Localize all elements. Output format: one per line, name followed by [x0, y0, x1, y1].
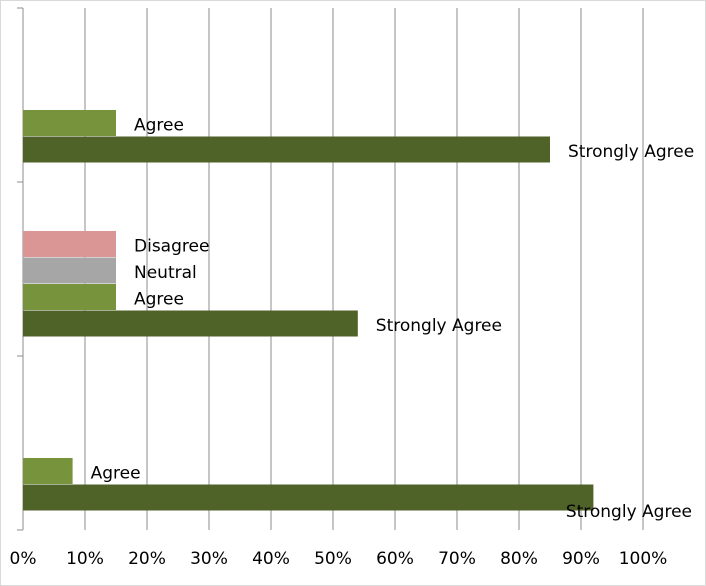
- bar: [23, 110, 116, 136]
- bar: [23, 231, 116, 257]
- bar: [23, 310, 358, 337]
- x-tick-label: 20%: [128, 549, 166, 569]
- x-tick-label: 90%: [562, 549, 600, 569]
- data-label: Disagree: [134, 236, 209, 256]
- x-tick-label: 70%: [438, 549, 476, 569]
- bar: [23, 458, 73, 484]
- x-tick-label: 30%: [190, 549, 228, 569]
- x-tick-label: 0%: [10, 549, 37, 569]
- x-tick-label: 50%: [314, 549, 352, 569]
- data-label: Strongly Agree: [568, 142, 694, 162]
- data-label: Agree: [91, 463, 141, 483]
- bar: [23, 484, 594, 511]
- x-tick-label: 10%: [66, 549, 104, 569]
- x-tick-label: 80%: [500, 549, 538, 569]
- bar: [23, 284, 116, 310]
- x-tick-label: 60%: [376, 549, 414, 569]
- data-label: Agree: [134, 289, 184, 309]
- data-label: Agree: [134, 115, 184, 135]
- bar: [23, 136, 550, 163]
- x-tick-label: 100%: [619, 549, 668, 569]
- data-label: Strongly Agree: [566, 502, 692, 522]
- bar: [23, 257, 116, 284]
- data-label: Neutral: [134, 263, 197, 283]
- x-tick-label: 40%: [252, 549, 290, 569]
- data-label: Strongly Agree: [376, 316, 502, 336]
